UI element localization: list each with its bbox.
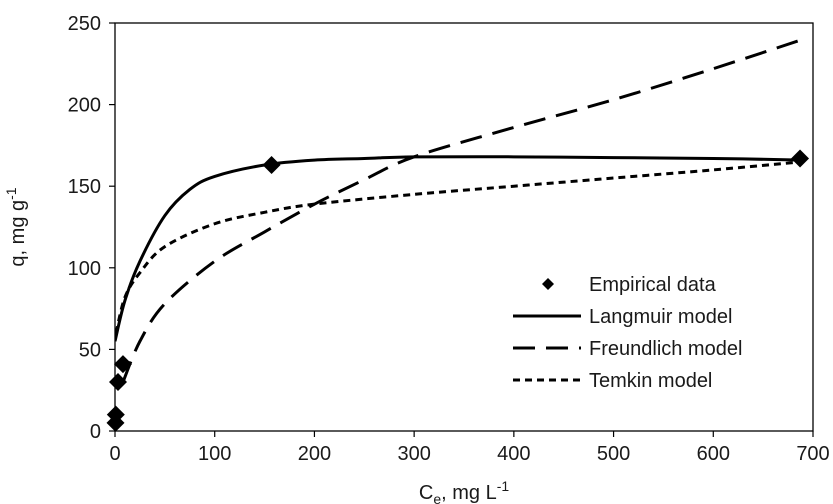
y-tick-label: 50 <box>79 339 101 361</box>
x-tick-label: 200 <box>298 443 331 465</box>
y-axis-title: q, mg g-1 <box>3 187 29 266</box>
x-tick-label: 500 <box>597 443 630 465</box>
freundlich-model-line <box>121 37 804 383</box>
data-point-diamond <box>262 155 281 174</box>
data-point-diamond <box>106 405 125 424</box>
y-tick-label: 200 <box>68 95 101 117</box>
langmuir-model-line <box>115 155 804 342</box>
plot-area-frame <box>114 22 814 432</box>
x-tick-label: 100 <box>198 443 231 465</box>
legend-label: Freundlich model <box>589 338 742 360</box>
temkin-model-line <box>115 160 804 334</box>
legend-label: Langmuir model <box>589 306 732 328</box>
x-tick-label: 300 <box>397 443 430 465</box>
legend-label: Empirical data <box>589 274 717 296</box>
x-tick-label: 600 <box>697 443 730 465</box>
y-tick-label: 250 <box>68 13 101 35</box>
x-tick-label: 700 <box>796 443 829 465</box>
x-tick-label: 400 <box>497 443 530 465</box>
y-tick-label: 100 <box>68 258 101 280</box>
data-point-diamond <box>113 355 132 374</box>
x-axis-title: Ce, mg L-1 <box>419 478 509 504</box>
x-tick-label: 0 <box>109 443 120 465</box>
data-point-diamond <box>791 149 810 168</box>
y-tick-label: 150 <box>68 176 101 198</box>
data-point-diamond <box>108 373 127 392</box>
y-tick-label: 0 <box>90 421 101 443</box>
legend-label: Temkin model <box>589 370 712 392</box>
legend-swatch-diamond <box>542 278 554 290</box>
